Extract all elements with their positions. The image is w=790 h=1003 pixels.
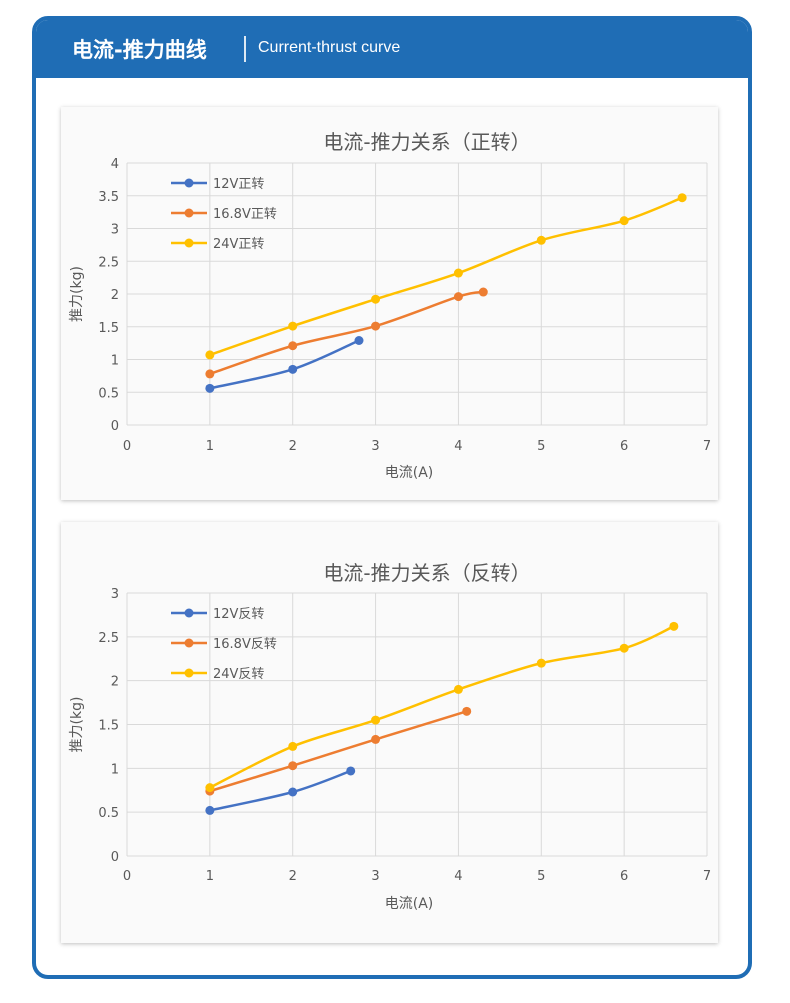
y-tick-label: 1 [111, 354, 119, 369]
legend-label: 12V反转 [213, 607, 264, 622]
data-point [288, 761, 298, 771]
y-tick-label: 0.5 [98, 806, 119, 821]
x-tick-label: 2 [289, 869, 297, 884]
y-tick-label: 3 [111, 223, 119, 238]
y-tick-label: 0 [111, 419, 119, 434]
data-point [288, 364, 298, 374]
data-point [536, 235, 546, 245]
y-tick-label: 3 [111, 587, 119, 602]
y-tick-label: 0.5 [98, 386, 119, 401]
y-tick-label: 4 [111, 157, 119, 172]
x-tick-label: 5 [537, 869, 545, 884]
x-tick-label: 0 [123, 869, 131, 884]
header-divider [244, 36, 246, 62]
x-axis-label: 电流(A) [385, 465, 434, 481]
chart-forward: 电流-推力关系（正转） 0 0.5 1 1.5 2 2.5 3 3.5 4 0 1 2 3 4 5 6 7 电流(A… [69, 130, 711, 481]
legend-label: 24V反转 [213, 667, 264, 682]
legend-label: 24V正转 [213, 237, 264, 252]
legend-marker [184, 638, 194, 648]
y-tick-label: 1 [111, 762, 119, 777]
chart-title: 电流-推力关系（正转） [323, 130, 530, 154]
x-tick-label: 1 [206, 869, 214, 884]
x-tick-label: 0 [123, 439, 131, 454]
x-tick-label: 4 [454, 869, 462, 884]
data-point [205, 369, 215, 379]
legend-label: 16.8V反转 [213, 637, 277, 652]
x-tick-label: 3 [371, 869, 379, 884]
data-point [462, 706, 472, 716]
data-point [205, 383, 215, 393]
data-point [205, 350, 215, 360]
header-title-cn: 电流-推力曲线 [72, 38, 207, 62]
y-tick-label: 2 [111, 675, 119, 690]
data-point [453, 268, 463, 278]
chart-title: 电流-推力关系（反转） [323, 561, 530, 585]
legend-marker [184, 178, 194, 188]
y-tick-label: 1.5 [98, 321, 119, 336]
y-axis-label: 推力(kg) [69, 266, 85, 322]
series-line-2 [209, 196, 683, 357]
legend-marker [184, 238, 194, 248]
y-axis-label: 推力(kg) [69, 697, 85, 753]
x-tick-label: 3 [371, 439, 379, 454]
x-tick-label: 2 [289, 439, 297, 454]
x-tick-label: 7 [703, 869, 711, 884]
x-tick-label: 5 [537, 439, 545, 454]
legend-label: 16.8V正转 [213, 207, 277, 222]
chart-card-reverse: 电流-推力关系（反转） 0 0.5 1 1.5 2 2.5 3 0 1 2 3 4 5 6 7 电流(A) 推力(… [61, 522, 718, 943]
data-point [288, 741, 298, 751]
data-point [371, 715, 381, 725]
legend-marker [184, 208, 194, 218]
x-tick-label: 4 [454, 439, 462, 454]
data-point [288, 321, 298, 331]
y-tick-label: 3.5 [98, 190, 119, 205]
x-tick-label: 6 [620, 869, 628, 884]
series-line-2 [209, 625, 675, 789]
data-point [354, 336, 364, 346]
data-point [619, 643, 629, 653]
data-point [536, 658, 546, 668]
y-tick-label: 0 [111, 850, 119, 865]
data-point [371, 321, 381, 331]
x-tick-label: 1 [206, 439, 214, 454]
x-axis-label: 电流(A) [385, 896, 434, 912]
legend-label: 12V正转 [213, 177, 264, 192]
x-tick-label: 7 [703, 439, 711, 454]
legend-marker [184, 668, 194, 678]
data-point [205, 805, 215, 815]
chart-card-forward: 电流-推力关系（正转） 0 0.5 1 1.5 2 2.5 3 3.5 4 0 1 2 3 4 5 6 7 电流(A… [61, 107, 718, 500]
data-point [478, 287, 488, 297]
y-tick-label: 2.5 [98, 631, 119, 646]
chart-reverse: 电流-推力关系（反转） 0 0.5 1 1.5 2 2.5 3 0 1 2 3 4 5 6 7 电流(A) 推力(… [69, 561, 711, 912]
section-header: 电流-推力曲线 Current-thrust curve [36, 20, 748, 78]
data-point [346, 766, 356, 776]
legend-marker [184, 608, 194, 618]
data-point [288, 787, 298, 797]
header-title-en: Current-thrust curve [258, 39, 401, 56]
data-point [288, 341, 298, 351]
data-point [669, 621, 679, 631]
data-point [453, 684, 463, 694]
data-point [371, 734, 381, 744]
data-point [677, 193, 687, 203]
y-tick-label: 2.5 [98, 255, 119, 270]
series-line-1 [209, 290, 484, 376]
x-tick-label: 6 [620, 439, 628, 454]
series-line-1 [209, 710, 468, 793]
data-point [205, 783, 215, 793]
data-point [453, 292, 463, 302]
data-point [371, 294, 381, 304]
y-tick-label: 1.5 [98, 719, 119, 734]
data-point [619, 216, 629, 226]
y-tick-label: 2 [111, 288, 119, 303]
